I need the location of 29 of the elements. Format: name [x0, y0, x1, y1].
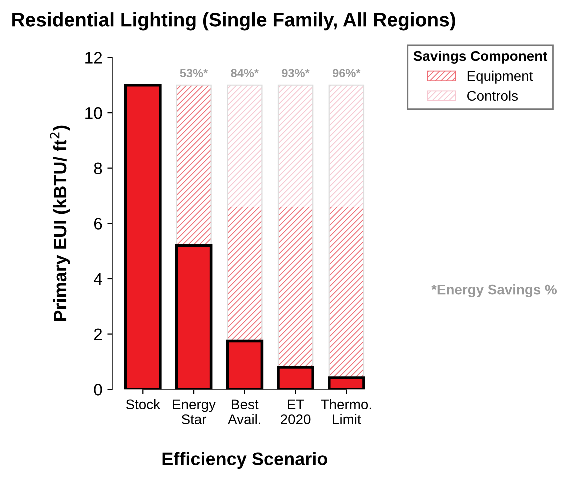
annotation: 96%* — [332, 69, 361, 78]
x-tick-label: Best Avail. — [228, 400, 260, 424]
legend-label: Controls — [468, 90, 518, 102]
y-tick-label: 8 — [94, 162, 102, 175]
y-tick-label: 0 — [94, 384, 102, 396]
bar — [278, 85, 314, 208]
annotation: 53%* — [180, 69, 208, 78]
x-tick-label: Stock — [126, 399, 161, 410]
y-axis-title: Primary EUI (kBTU/ ft$^{2}$) — [50, 126, 70, 322]
y-tick-label: 10 — [86, 107, 102, 120]
bar — [228, 207, 262, 342]
y-tick-label: 12 — [86, 52, 102, 64]
bar — [329, 207, 364, 378]
annotation: 84%* — [231, 69, 260, 78]
annotation: 93%* — [282, 69, 310, 78]
x-tick-label: ET 2020 — [281, 400, 311, 424]
x-axis-title: Efficiency Scenario — [162, 452, 328, 470]
chart-title: Residential Lighting (Single Family, All Regions) — [12, 12, 456, 31]
y-tick-label: 4 — [94, 274, 102, 286]
x-tick-label: Energy Star — [173, 400, 216, 424]
x-tick-label: Thermo. Limit — [321, 399, 372, 424]
y-tick-label: 6 — [94, 218, 102, 230]
legend-label: Equipment — [468, 70, 534, 84]
legend-title: Savings Component — [414, 50, 548, 64]
bar — [329, 85, 364, 208]
bar — [228, 85, 262, 208]
bar — [278, 207, 314, 368]
text: *Energy Savings % — [432, 284, 558, 298]
y-tick-label: 2 — [94, 328, 102, 340]
